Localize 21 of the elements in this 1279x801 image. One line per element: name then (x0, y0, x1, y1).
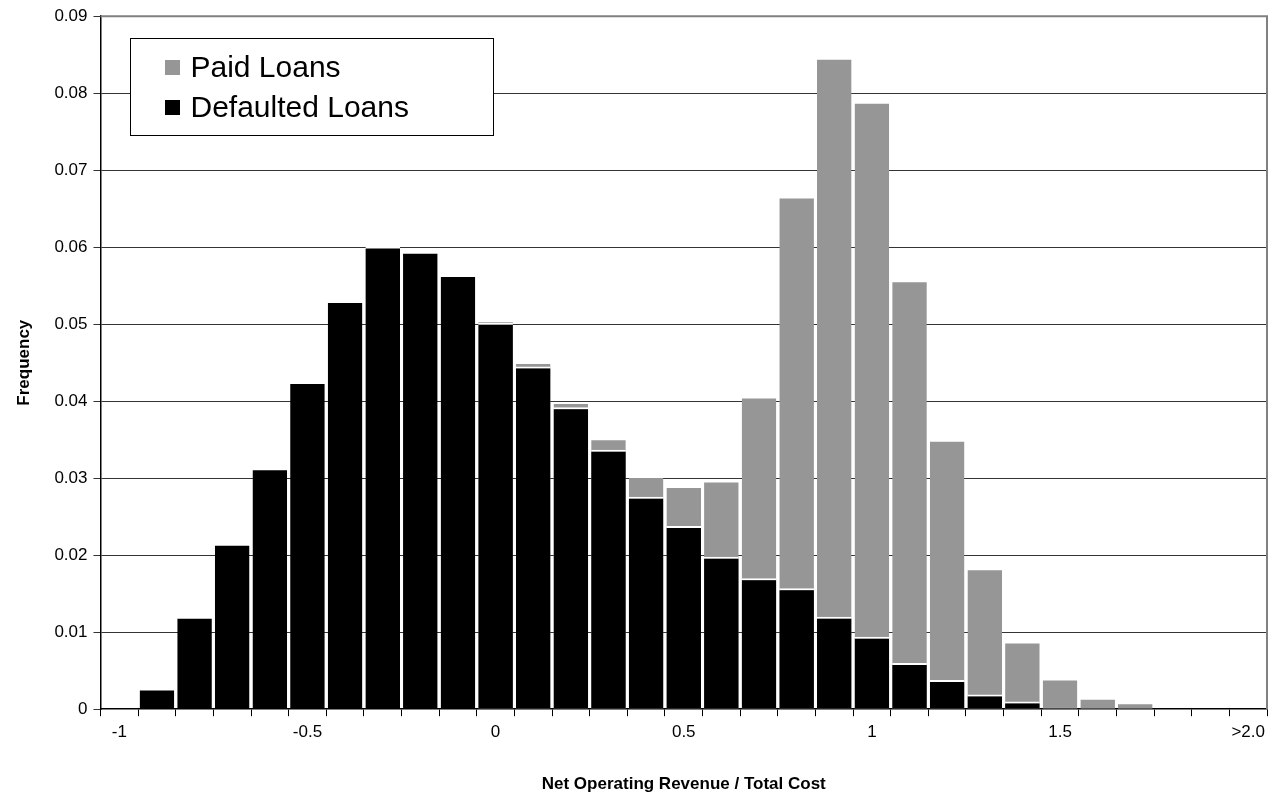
x-tick-label: 0 (490, 722, 501, 742)
x-tick-label: 1 (867, 722, 877, 742)
x-axis-title: Net Operating Revenue / Total Cost (541, 774, 827, 794)
y-tick-label: 0.03 (54, 467, 88, 487)
x-tick-label: -0.5 (292, 722, 323, 742)
x-tick-label: 0.5 (671, 722, 696, 742)
y-tick-label: 0.09 (54, 5, 88, 25)
y-tick-label: 0.07 (54, 159, 88, 179)
x-tick-label: -1 (111, 722, 127, 742)
y-axis-title: Frequency (13, 319, 33, 406)
y-tick-label: 0.02 (54, 544, 88, 564)
x-tick-label: 1.5 (1048, 722, 1072, 742)
y-tick-label: 0.01 (54, 621, 88, 641)
y-tick-label: 0 (78, 698, 88, 718)
y-tick-label: 0.06 (54, 236, 88, 256)
y-tick-label: 0.05 (54, 313, 88, 333)
legend-label: Defaulted Loans (190, 89, 409, 126)
y-tick-label: 0.04 (54, 390, 88, 410)
x-tick-label: >2.0 (1231, 722, 1265, 742)
y-tick-label: 0.08 (54, 82, 88, 102)
legend-label: Paid Loans (190, 49, 341, 86)
